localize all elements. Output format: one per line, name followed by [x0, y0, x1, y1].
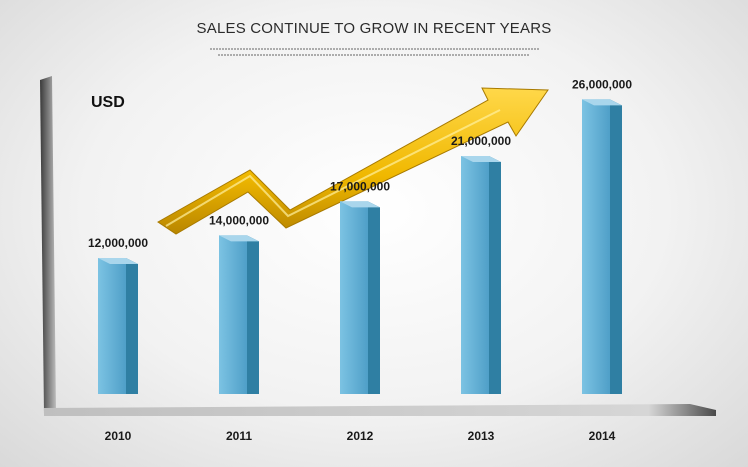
bar-2013 [461, 156, 501, 394]
bar-front [461, 156, 489, 394]
bar-front [340, 201, 368, 394]
bar-side [368, 201, 380, 394]
bar-2010 [98, 258, 138, 394]
fine-print-line-2 [218, 54, 530, 56]
bar-top [98, 258, 138, 264]
x-tick-label: 2011 [226, 429, 252, 443]
x-tick-label: 2013 [468, 429, 495, 443]
bar-top [461, 156, 501, 162]
value-label: 14,000,000 [209, 213, 269, 227]
bar-side [247, 235, 259, 394]
chart-title: SALES CONTINUE TO GROW IN RECENT YEARS [196, 20, 552, 37]
value-label: 17,000,000 [330, 179, 390, 193]
x-axis [44, 404, 716, 416]
value-label: 21,000,000 [451, 134, 511, 148]
bar-top [219, 235, 259, 242]
y-axis [40, 76, 56, 414]
bars-group: 12,000,000 2010 14,000,000 2011 17,000,000 20… [88, 77, 632, 443]
value-label: 12,000,000 [88, 236, 148, 250]
bar-front [219, 235, 247, 394]
bar-2012 [340, 201, 380, 394]
unit-label: USD [91, 94, 125, 111]
bar-2014 [582, 99, 622, 394]
x-tick-label: 2010 [105, 429, 132, 443]
bar-2011 [219, 235, 259, 394]
bar-side [489, 156, 501, 394]
bar-top [582, 99, 622, 106]
bar-side [610, 99, 622, 394]
bar-front [98, 258, 126, 394]
fine-print-line-1 [210, 48, 540, 50]
bar-side [126, 258, 138, 394]
trend-arrow [157, 87, 549, 235]
x-tick-label: 2012 [347, 429, 374, 443]
bar-top [340, 201, 380, 208]
value-label: 26,000,000 [572, 77, 632, 91]
x-tick-label: 2014 [589, 429, 616, 443]
bar-front [582, 99, 610, 394]
